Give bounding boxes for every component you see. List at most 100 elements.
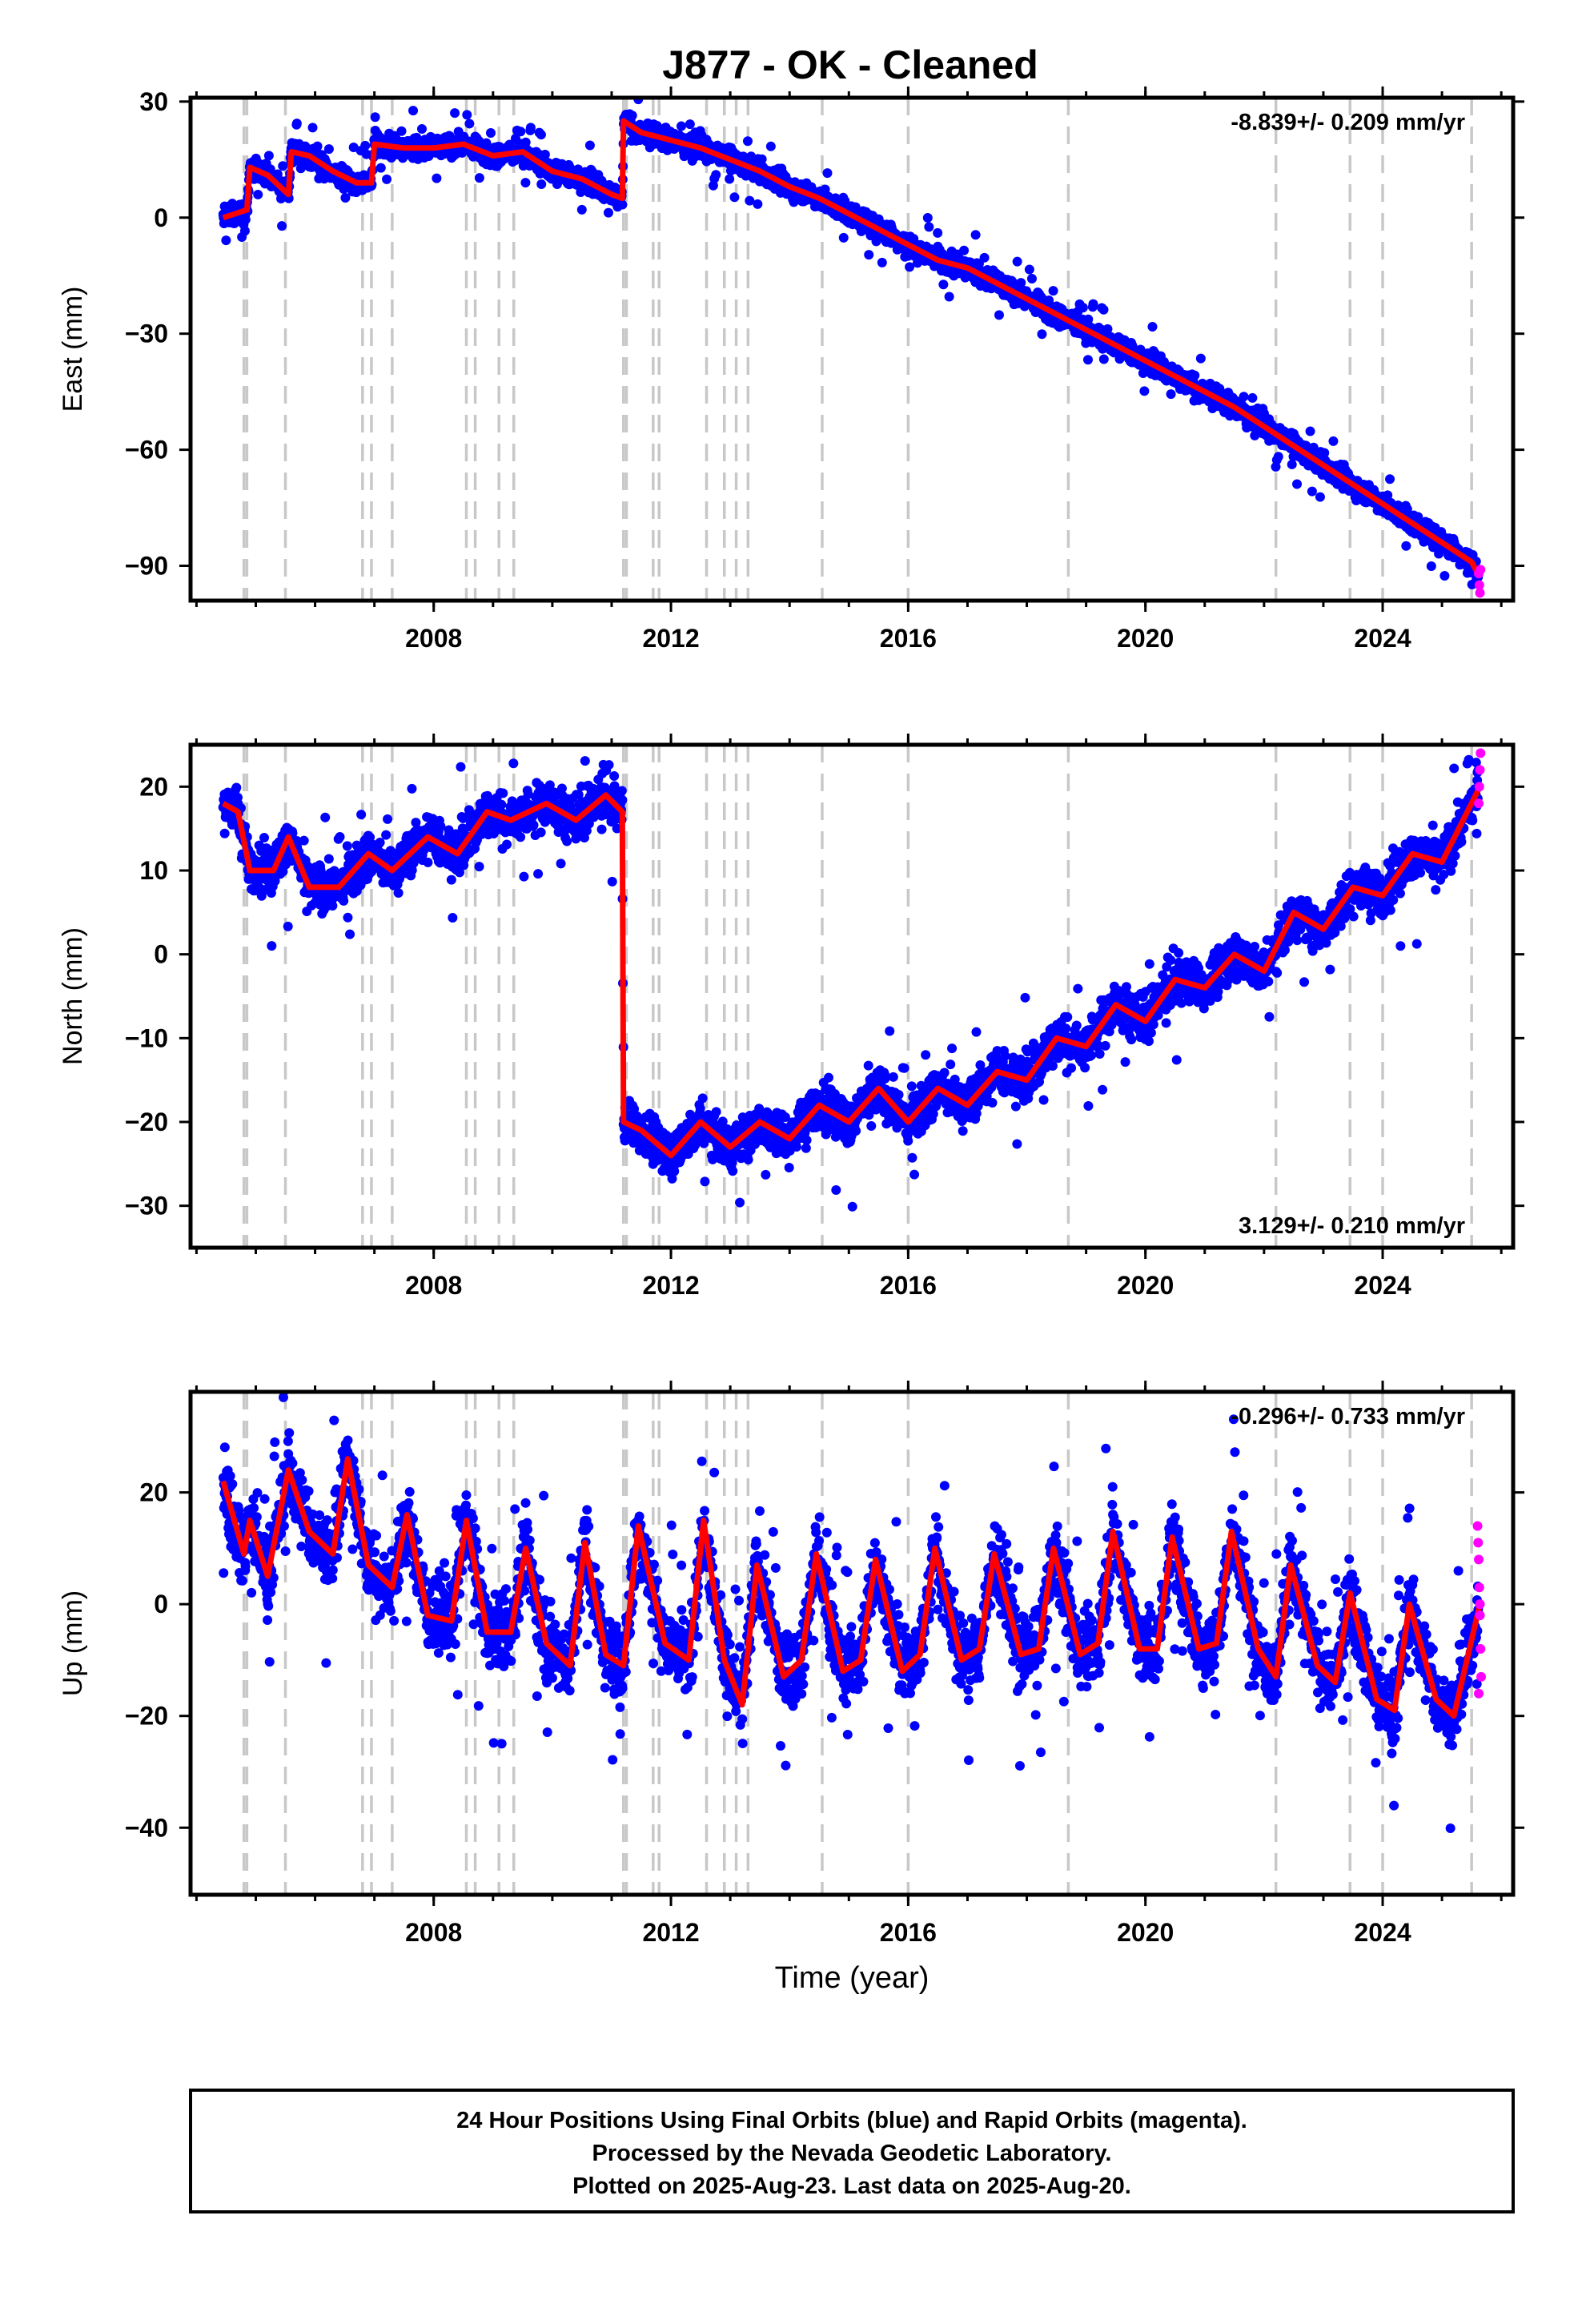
final-position-point [1147,321,1158,332]
y-tick-label: −60 [125,436,168,464]
final-position-point [502,839,512,850]
final-position-point [877,257,887,267]
final-position-point [1239,392,1249,402]
final-position-point [1127,340,1138,351]
final-position-point [278,161,288,171]
final-position-point [603,207,613,218]
final-position-point [1305,426,1315,436]
model-line [222,118,1483,579]
rapid-position-point [1474,580,1484,590]
final-position-point [1195,353,1206,364]
final-position-point [1385,474,1395,485]
y-tick-label: −30 [125,320,168,348]
final-position-point [382,174,392,184]
final-position-point [765,141,776,151]
final-position-point [267,941,277,951]
event-lines [242,98,1473,601]
final-position-point [270,876,280,887]
final-position-point [240,215,251,225]
final-position-point [416,124,427,135]
final-position-point [259,833,269,843]
final-position-point [219,828,230,838]
x-tick-label: 2020 [1117,624,1174,653]
final-position-point [938,279,949,290]
final-position-point [277,221,287,231]
final-position-point [708,180,718,191]
final-position-point [1139,386,1150,396]
final-position-point [496,799,507,810]
final-position-point [1078,303,1088,313]
final-position-point [1273,452,1283,462]
final-position-point [1319,448,1330,458]
final-position-point [370,112,380,123]
final-position-point [536,827,546,838]
final-position-point [994,310,1004,320]
final-position-point [905,262,915,272]
final-position-point [536,179,547,189]
final-position-point [519,871,529,882]
final-position-point [393,887,404,898]
final-position-point [464,119,475,129]
page-title: J877 - OK - Cleaned [662,42,1038,87]
final-position-point [335,831,345,842]
x-tick-label: 2008 [405,624,462,653]
final-position-point [979,252,990,263]
final-position-point [474,173,484,183]
final-position-point [340,192,351,203]
final-position-point [498,788,508,798]
final-position-point [312,141,323,151]
final-position-point [1426,561,1436,572]
final-position-point [1315,492,1325,502]
final-position-point [508,758,519,769]
final-position-point [239,226,250,236]
final-position-point [423,857,433,867]
plot-frame [188,95,1516,603]
final-position-point [753,199,763,209]
rapid-position-point [1475,588,1485,598]
final-position-point [922,212,933,223]
final-position-point [315,865,326,875]
final-position-point [432,173,442,183]
final-position-point [448,913,458,923]
final-position-point [299,835,309,846]
final-position-point [375,837,385,847]
final-position-point [1024,264,1034,275]
final-position-point [1307,486,1317,497]
final-position-point [711,170,721,180]
final-position-point [342,841,352,851]
final-position-point [757,154,767,164]
final-position-point [291,119,302,129]
final-position-point [408,106,419,116]
final-position-point [536,130,546,140]
final-position-point [381,830,391,840]
final-position-point [924,222,934,232]
rapid-position-point [1476,565,1486,575]
final-position-point [1088,299,1098,309]
final-position-point [864,250,874,260]
x-tick-label: 2024 [1354,624,1411,653]
final-position-point [840,195,850,206]
final-position-point [617,199,628,210]
final-position-point [742,136,753,147]
final-position-point [450,108,460,119]
final-position-point [221,235,231,246]
final-position-point [320,812,331,822]
final-position-point [1402,504,1412,514]
final-position-point [676,121,686,131]
final-position-point [516,127,526,137]
final-position-point [348,142,359,152]
final-position-point [307,123,318,133]
final-position-point [959,245,970,255]
final-position-point [396,126,407,136]
final-position-point [533,869,544,879]
final-position-point [295,163,306,174]
final-position-point [462,110,472,120]
final-position-point [360,140,371,151]
x-tick-label: 2012 [642,624,699,653]
x-tick-label: 2016 [880,624,937,653]
final-position-point [253,189,263,199]
final-position-point [729,192,740,203]
final-position-point [407,783,417,794]
final-position-point [456,762,466,772]
final-position-point [520,178,531,188]
